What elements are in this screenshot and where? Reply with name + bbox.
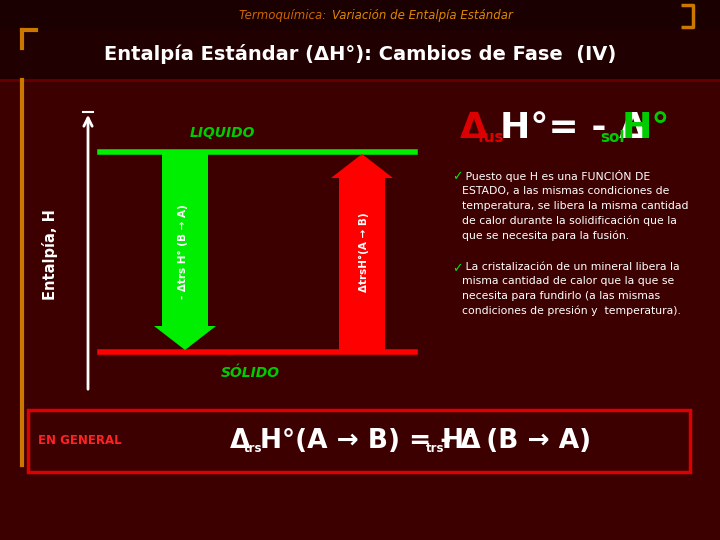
Polygon shape [331, 154, 393, 178]
Text: - Δtrs H° (B → A): - Δtrs H° (B → A) [178, 205, 188, 299]
Text: H°: H° [622, 111, 670, 145]
Bar [0, 0, 720, 30]
Text: H°= - Δ: H°= - Δ [500, 111, 647, 145]
Text: ✓: ✓ [452, 262, 462, 275]
Text: LIQUIDO: LIQUIDO [189, 126, 255, 140]
Text: SÓLIDO: SÓLIDO [220, 366, 279, 380]
Text: Entalpía Estándar (ΔH°): Cambios de Fase  (IV): Entalpía Estándar (ΔH°): Cambios de Fase… [104, 44, 616, 64]
Text: EN GENERAL: EN GENERAL [38, 435, 122, 448]
Bar [28, 410, 690, 472]
Bar [339, 178, 385, 352]
Text: H°(A → B) = - Δ: H°(A → B) = - Δ [260, 428, 481, 454]
Text: Entalpía, H: Entalpía, H [42, 210, 58, 300]
Text: sol: sol [600, 131, 624, 145]
Text: Δ: Δ [460, 111, 488, 145]
Text: trs: trs [426, 442, 444, 455]
Text: trs: trs [244, 442, 263, 455]
Text: Puesto que H es una FUNCIÓN DE
ESTADO, a las mismas condiciones de
temperatura, : Puesto que H es una FUNCIÓN DE ESTADO, a… [462, 170, 688, 241]
Text: Variación de Entalpía Estándar: Variación de Entalpía Estándar [332, 9, 513, 22]
Bar [0, 30, 720, 80]
Text: La cristalización de un mineral libera la
misma cantidad de calor que la que se
: La cristalización de un mineral libera l… [462, 262, 681, 316]
Text: fus: fus [478, 131, 505, 145]
Text: ✓: ✓ [452, 170, 462, 183]
Polygon shape [154, 326, 216, 350]
Text: Termoquímica:: Termoquímica: [239, 9, 330, 22]
Text: Δ: Δ [230, 428, 251, 454]
Text: H° (B → A): H° (B → A) [442, 428, 591, 454]
Bar [162, 152, 208, 326]
Text: ΔtrsH°(A → B): ΔtrsH°(A → B) [359, 212, 369, 292]
